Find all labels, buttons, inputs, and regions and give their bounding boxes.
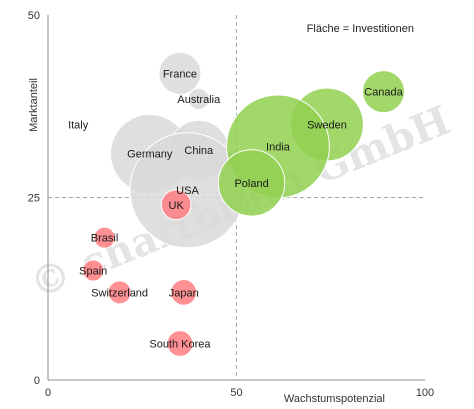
y-tick-label: 0 [34, 375, 40, 387]
bubble-label-switzerland: Switzerland [91, 287, 148, 299]
bubble-japan [170, 279, 198, 306]
bubble-label-italy: Italy [68, 120, 89, 132]
y-tick-label: 50 [28, 10, 40, 22]
y-axis-label: Marktanteil [28, 78, 40, 132]
bubble-poland [217, 149, 286, 217]
x-tick-label: 0 [45, 387, 51, 399]
bubble-canada [362, 70, 406, 114]
x-tick-label: 100 [416, 387, 434, 399]
y-tick-label: 25 [28, 193, 40, 205]
bubble-label-poland: Poland [234, 178, 268, 190]
bubble-label-australia: Australia [177, 94, 221, 106]
bubble-label-china: China [184, 145, 214, 157]
area-legend-note: Fläche = Investitionen [307, 23, 414, 35]
x-tick-label: 50 [230, 387, 242, 399]
x-axis-label: Wachstumspotenzial [284, 393, 385, 405]
bubble-label-spain: Spain [79, 266, 107, 278]
bubble-labels-group: France Australia Italy Germany China USA Canad… [68, 68, 404, 350]
x-tick-labels: 0 50 100 [45, 387, 434, 399]
bubble-label-sweden: Sweden [307, 120, 347, 132]
bubble-spain [82, 259, 105, 282]
bubble-label-usa: USA [176, 185, 199, 197]
bubble-australia [187, 87, 210, 110]
bubble-label-japan: Japan [169, 287, 199, 299]
plot-area: France Australia Italy Germany China USA Canad… [47, 15, 425, 381]
bubble-uk [160, 189, 192, 221]
bubble-label-germany: Germany [127, 149, 173, 161]
y-tick-labels: 0 25 50 [28, 10, 40, 387]
bubble-label-south-korea: South Korea [149, 339, 211, 351]
bubble-south-korea [166, 330, 194, 357]
bubble-label-uk: UK [169, 200, 185, 212]
bubble-label-canada: Canada [364, 87, 403, 99]
bubble-label-brasil: Brasil [91, 233, 119, 245]
bubble-brasil [93, 226, 116, 249]
bubble-label-france: France [163, 68, 197, 80]
bubbles-group [82, 51, 406, 357]
bubble-france [158, 51, 202, 95]
bubble-switzerland [107, 280, 132, 305]
bubble-label-india: India [266, 141, 291, 153]
